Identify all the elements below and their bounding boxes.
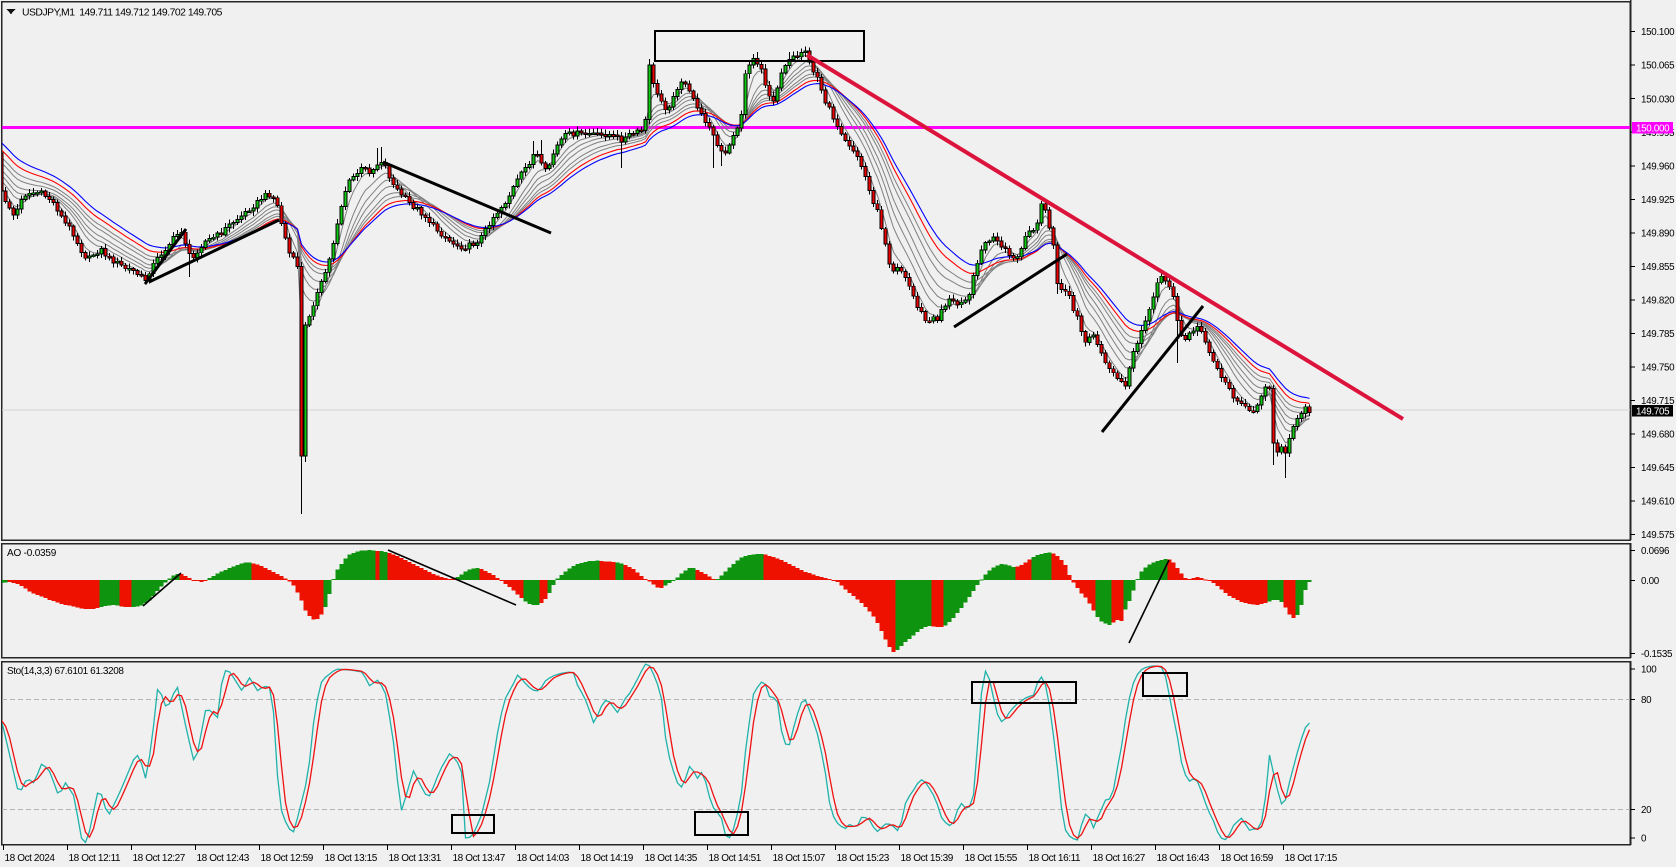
svg-text:18 Oct 13:31: 18 Oct 13:31 — [389, 853, 442, 864]
svg-text:149.890: 149.890 — [1641, 228, 1675, 239]
svg-text:0.0696: 0.0696 — [1641, 546, 1670, 557]
svg-text:149.575: 149.575 — [1641, 530, 1675, 541]
svg-text:149.645: 149.645 — [1641, 463, 1675, 474]
svg-text:149.715: 149.715 — [1641, 396, 1675, 407]
svg-text:18 Oct 16:59: 18 Oct 16:59 — [1221, 853, 1274, 864]
svg-text:AO -0.0359: AO -0.0359 — [7, 548, 57, 559]
svg-text:18 Oct 16:27: 18 Oct 16:27 — [1093, 853, 1146, 864]
svg-text:18 Oct 14:35: 18 Oct 14:35 — [645, 853, 698, 864]
svg-text:149.610: 149.610 — [1641, 497, 1675, 508]
svg-text:18 Oct 15:39: 18 Oct 15:39 — [901, 853, 954, 864]
svg-text:18 Oct 13:47: 18 Oct 13:47 — [453, 853, 506, 864]
svg-text:150.100: 150.100 — [1641, 27, 1675, 38]
svg-text:18 Oct 15:23: 18 Oct 15:23 — [837, 853, 890, 864]
svg-text:80: 80 — [1641, 695, 1652, 706]
svg-text:150.030: 150.030 — [1641, 94, 1675, 105]
svg-text:0.00: 0.00 — [1641, 576, 1660, 587]
svg-text:18 Oct 15:07: 18 Oct 15:07 — [773, 853, 826, 864]
svg-text:150.065: 150.065 — [1641, 61, 1675, 72]
svg-text:149.855: 149.855 — [1641, 262, 1675, 273]
svg-text:149.705: 149.705 — [1636, 406, 1670, 417]
svg-text:149.960: 149.960 — [1641, 161, 1675, 172]
svg-text:149.925: 149.925 — [1641, 195, 1675, 206]
svg-text:18 Oct 12:43: 18 Oct 12:43 — [197, 853, 250, 864]
svg-text:18 Oct 13:15: 18 Oct 13:15 — [325, 853, 378, 864]
svg-text:149.820: 149.820 — [1641, 296, 1675, 307]
svg-text:18 Oct 12:11: 18 Oct 12:11 — [69, 853, 122, 864]
svg-text:-0.1535: -0.1535 — [1641, 649, 1673, 660]
svg-text:20: 20 — [1641, 805, 1652, 816]
svg-text:18 Oct 15:55: 18 Oct 15:55 — [965, 853, 1018, 864]
svg-text:149.750: 149.750 — [1641, 363, 1675, 374]
svg-text:18 Oct 12:59: 18 Oct 12:59 — [261, 853, 314, 864]
svg-text:18 Oct 17:15: 18 Oct 17:15 — [1285, 853, 1338, 864]
svg-text:149.680: 149.680 — [1641, 430, 1675, 441]
svg-text:Sto(14,3,3) 67.6101 61.3208: Sto(14,3,3) 67.6101 61.3208 — [7, 666, 124, 677]
svg-text:18 Oct 14:03: 18 Oct 14:03 — [517, 853, 570, 864]
svg-text:18 Oct 16:11: 18 Oct 16:11 — [1029, 853, 1082, 864]
svg-text:18 Oct 16:43: 18 Oct 16:43 — [1157, 853, 1210, 864]
svg-text:0: 0 — [1641, 834, 1647, 845]
svg-text:149.785: 149.785 — [1641, 329, 1675, 340]
svg-text:18 Oct 14:51: 18 Oct 14:51 — [709, 853, 762, 864]
svg-text:18 Oct 2024: 18 Oct 2024 — [5, 853, 56, 864]
svg-text:18 Oct 12:27: 18 Oct 12:27 — [133, 853, 186, 864]
svg-text:100: 100 — [1641, 665, 1657, 676]
svg-text:18 Oct 14:19: 18 Oct 14:19 — [581, 853, 634, 864]
svg-text:150.000: 150.000 — [1636, 123, 1670, 134]
svg-text:USDJPY,M1 149.711 149.712 149: USDJPY,M1 149.711 149.712 149.702 149.70… — [22, 8, 223, 19]
